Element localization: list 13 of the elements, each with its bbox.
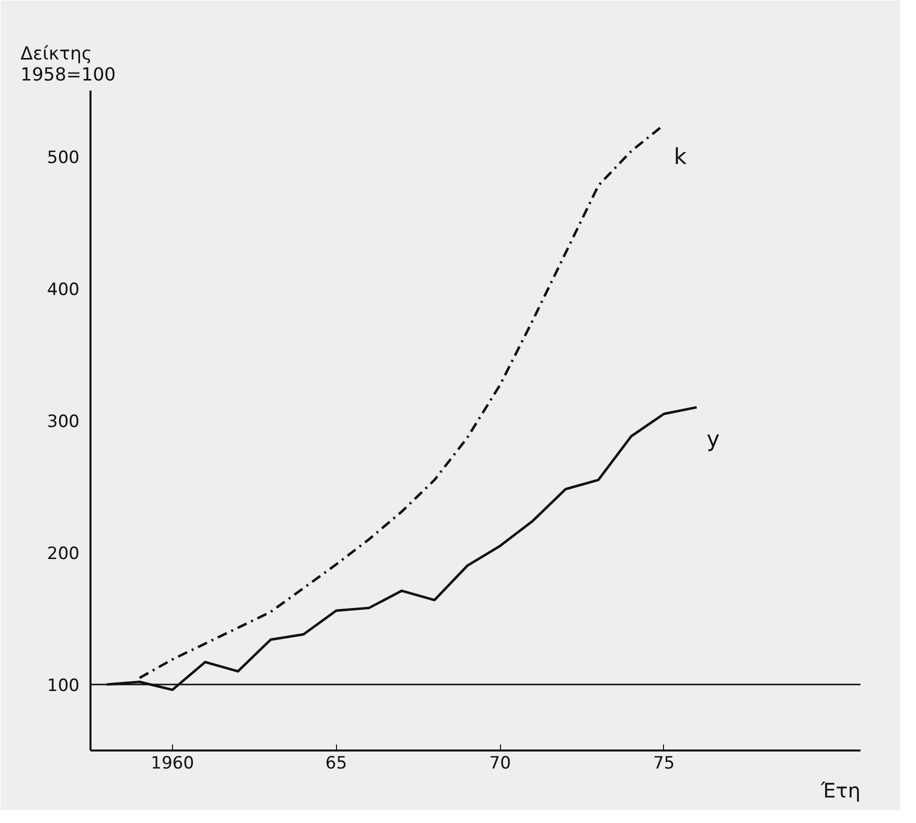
y-axis-title: Δείκτης 1958=100 (20, 44, 116, 86)
x-tick-label: 70 (489, 754, 511, 774)
series-label: y (706, 427, 720, 452)
y-tick-label: 100 (47, 676, 80, 696)
y-tick-label: 300 (47, 412, 80, 432)
x-tick-label: 75 (653, 754, 675, 774)
y-tick-label: 200 (47, 544, 80, 564)
series-label: k (674, 144, 687, 170)
y-tick-label: 500 (47, 148, 80, 168)
y-tick-label: 400 (47, 280, 80, 300)
x-tick-label: 1960 (150, 754, 194, 774)
x-axis-title: Έτη (820, 778, 860, 802)
x-tick-label: 65 (325, 754, 348, 774)
